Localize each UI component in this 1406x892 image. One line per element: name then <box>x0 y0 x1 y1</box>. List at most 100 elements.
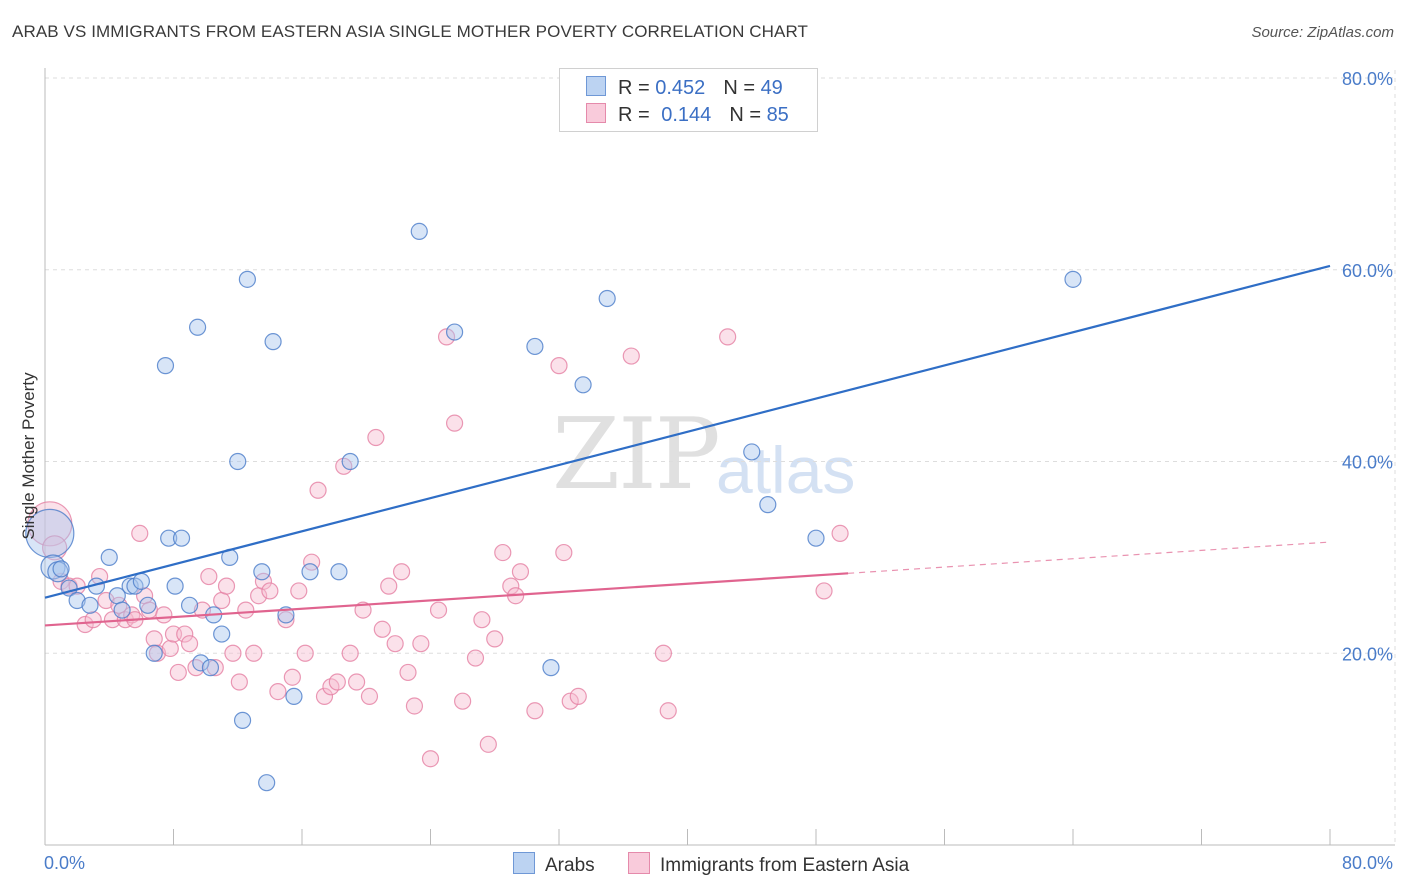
arab-point <box>156 357 175 375</box>
series-immigrants-eastern-asia <box>27 328 849 768</box>
arab-point <box>743 443 761 461</box>
asia-point <box>373 620 391 638</box>
asia-point <box>421 750 440 768</box>
arab-point <box>807 529 825 547</box>
source-label: Source: ZipAtlas.com <box>1251 24 1394 41</box>
asia-point <box>76 615 94 634</box>
asia-point <box>429 601 448 619</box>
arab-point <box>52 560 70 578</box>
arab-point <box>285 687 303 705</box>
bottom-legend-label-asia: Immigrants from Eastern Asia <box>660 855 910 876</box>
asia-point <box>654 644 673 662</box>
arab-point <box>542 659 560 677</box>
legend-r-label: R = <box>618 77 650 99</box>
legend-n-label: N = <box>729 104 761 126</box>
bottom-legend-swatch-asia <box>628 852 650 874</box>
trend-line-asia <box>44 572 849 627</box>
arab-point <box>188 318 207 336</box>
arab-point <box>264 333 282 351</box>
asia-point <box>473 611 491 629</box>
asia-point <box>466 649 485 667</box>
asia-point <box>569 687 587 705</box>
asia-point <box>213 591 231 610</box>
asia-point <box>405 697 424 715</box>
asia-point <box>622 347 640 365</box>
asia-point <box>486 630 504 648</box>
arab-point <box>192 654 210 672</box>
legend-r-label: R = <box>618 104 650 126</box>
arab-point <box>172 529 191 547</box>
arab-point <box>229 452 247 471</box>
arab-point <box>574 376 592 394</box>
asia-point <box>550 357 568 375</box>
asia-point <box>454 692 472 710</box>
asia-point <box>479 735 497 753</box>
arab-point <box>160 529 178 547</box>
y-tick-label: 80.0% <box>1342 69 1393 89</box>
legend-n-label: N = <box>723 77 755 99</box>
arab-point <box>100 548 118 566</box>
trend-line-arabs <box>44 264 1331 599</box>
asia-point <box>224 644 242 662</box>
arab-point <box>301 563 319 581</box>
arab-point <box>1064 270 1082 288</box>
asia-point <box>360 687 379 705</box>
asia-point <box>245 644 263 662</box>
asia-point <box>831 524 849 543</box>
asia-point <box>659 702 677 720</box>
arab-point <box>253 563 271 581</box>
asia-point <box>283 668 301 686</box>
legend-r-value: 0.452 <box>655 77 706 99</box>
arab-point <box>139 596 157 614</box>
asia-point <box>261 582 279 600</box>
arab-point <box>598 289 616 308</box>
asia-point <box>187 659 205 677</box>
legend-row-asia: R = 0.144 N = 85 <box>586 103 789 127</box>
arab-point <box>145 644 163 662</box>
bottom-legend-label-arabs: Arabs <box>545 855 595 876</box>
asia-point <box>237 601 255 619</box>
arab-point <box>341 452 359 471</box>
arab-point <box>180 596 199 614</box>
arab-point <box>233 711 252 729</box>
asia-point <box>290 582 308 600</box>
arab-point <box>330 563 348 581</box>
x-tick-label: 0.0% <box>44 853 85 873</box>
asia-point <box>526 702 544 720</box>
grid-lines <box>45 70 1396 845</box>
bottom-legend-asia: Immigrants from Eastern Asia <box>628 852 909 877</box>
arab-point <box>759 496 777 514</box>
chart-title: ARAB VS IMMIGRANTS FROM EASTERN ASIA SIN… <box>12 22 809 41</box>
arab-point <box>132 572 150 590</box>
arab-point <box>113 601 131 619</box>
asia-point <box>561 692 579 710</box>
arab-point <box>445 323 464 341</box>
asia-point <box>445 414 464 432</box>
arab-point <box>213 625 231 643</box>
asia-point <box>437 328 456 346</box>
legend-swatch-asia <box>586 103 606 123</box>
asia-point <box>348 673 366 691</box>
y-tick-label: 60.0% <box>1342 261 1393 281</box>
asia-point <box>315 687 334 705</box>
asia-point <box>380 577 398 595</box>
arab-point <box>258 774 276 792</box>
arab-point <box>121 577 139 595</box>
asia-point <box>230 673 248 691</box>
arab-point <box>25 508 75 559</box>
asia-point <box>169 663 187 682</box>
asia-point <box>217 577 236 595</box>
y-tick-label: 40.0% <box>1342 453 1393 473</box>
bottom-legend-swatch-arabs <box>513 852 535 874</box>
asia-point <box>494 543 512 562</box>
asia-point <box>399 663 417 682</box>
asia-point <box>367 428 385 447</box>
asia-point <box>42 535 68 561</box>
asia-point <box>269 682 287 701</box>
bottom-legend-arabs: Arabs <box>513 852 595 877</box>
legend-row-arabs: R = 0.452 N = 49 <box>586 76 783 100</box>
asia-point <box>511 563 530 581</box>
asia-point <box>815 582 833 600</box>
asia-point <box>386 635 404 653</box>
